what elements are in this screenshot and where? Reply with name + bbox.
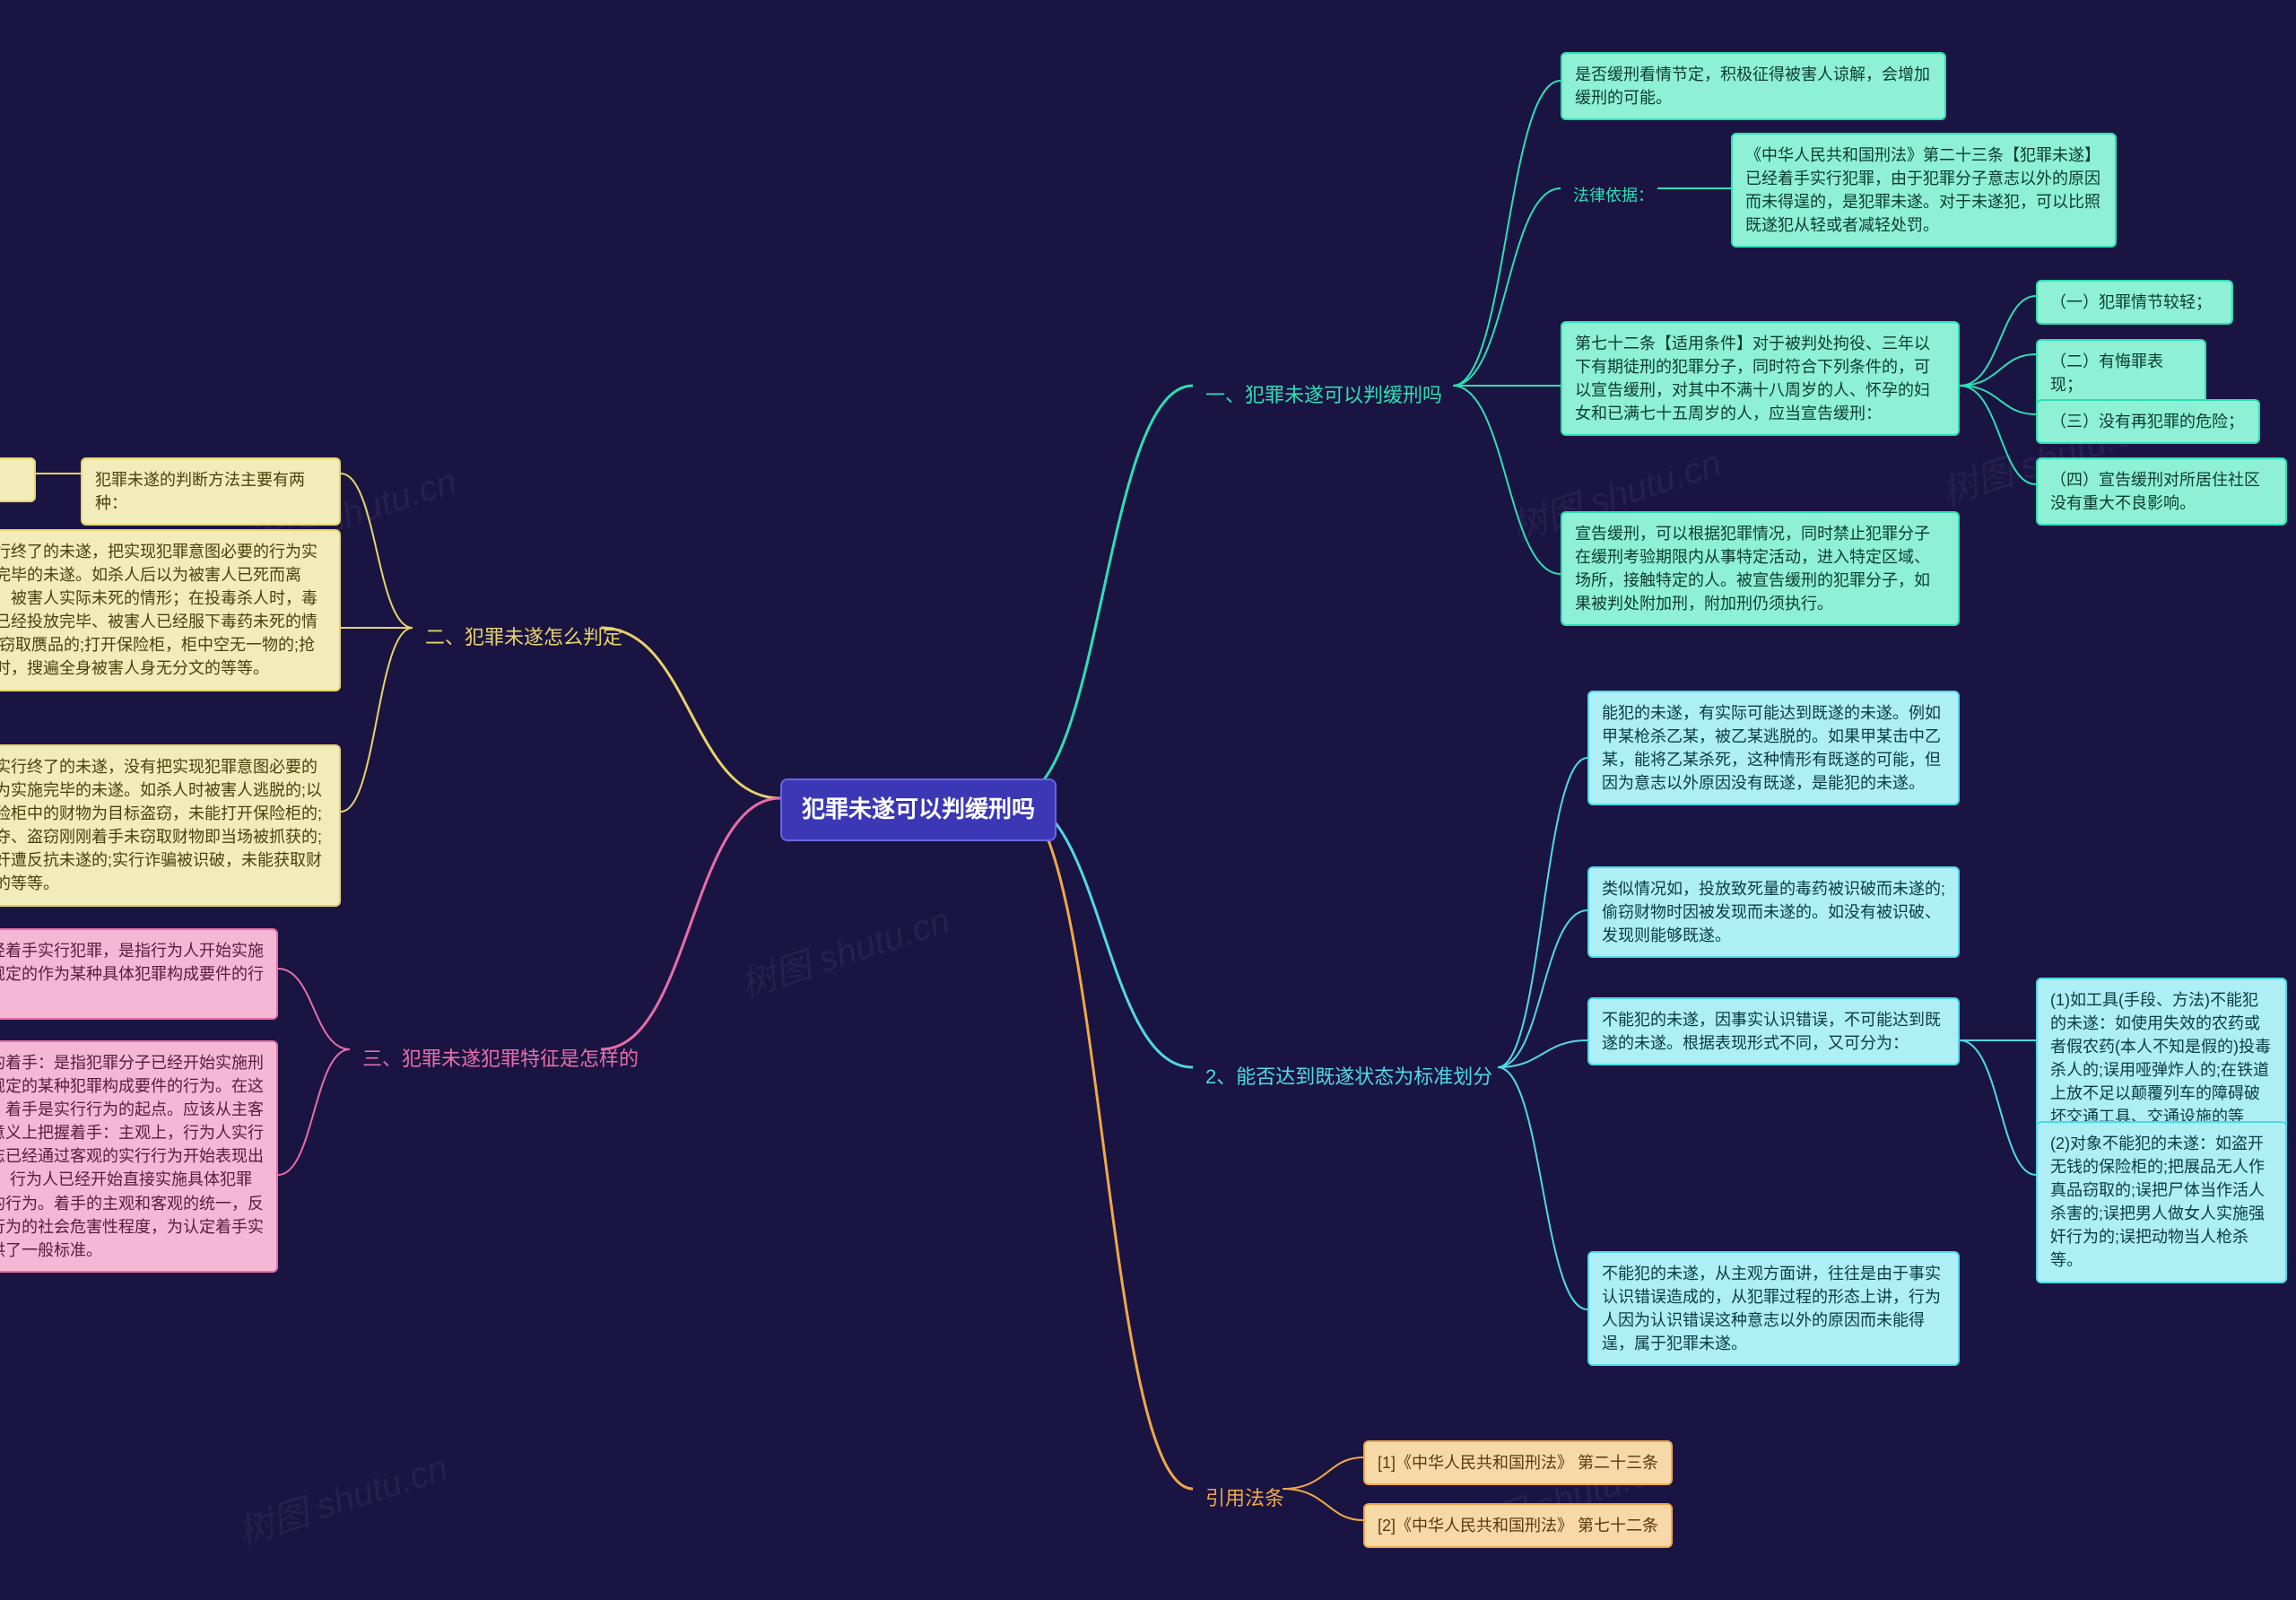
left-s2-c2-text: 实行行为的着手：是指犯罪分子已经开始实施刑法分则所规定的某种犯罪构成要件的行为。… xyxy=(0,1054,264,1259)
left-s1-c1-label-text: 犯罪未遂的判断方法主要有两种： xyxy=(95,471,305,512)
root-label: 犯罪未遂可以判缓刑吗 xyxy=(802,796,1035,822)
s1-c4[interactable]: 宣告缓刑，可以根据犯罪情况，同时禁止犯罪分子在缓刑考验期限内从事特定活动，进入特… xyxy=(1561,511,1960,626)
s2-c4[interactable]: 不能犯的未遂，从主观方面讲，往往是由于事实认识错误造成的，从犯罪过程的形态上讲，… xyxy=(1587,1251,1960,1366)
left-s2-title-text: 三、犯罪未遂犯罪特征是怎样的 xyxy=(362,1048,639,1070)
section2-title[interactable]: 2、能否达到既遂状态为标准划分 xyxy=(1193,1054,1505,1100)
s1-c2-text-inner: 《中华人民共和国刑法》第二十三条【犯罪未遂】已经着手实行犯罪，由于犯罪分子意志以… xyxy=(1745,146,2100,234)
left-s1-title-text: 二、犯罪未遂怎么判定 xyxy=(425,626,622,648)
left-s1-c1-1[interactable]: 1、是否实行终了为标准划分 xyxy=(0,457,36,502)
s1-c3-1-text: （一）犯罪情节较轻； xyxy=(2050,293,2212,311)
s2-c1-text: 能犯的未遂，有实际可能达到既遂的未遂。例如甲某枪杀乙某，被乙某逃脱的。如果甲某击… xyxy=(1602,704,1941,792)
watermark: 树图 shutu.cn xyxy=(230,1439,453,1555)
section2-title-text: 2、能否达到既遂状态为标准划分 xyxy=(1205,1065,1492,1088)
section3-title[interactable]: 引用法条 xyxy=(1193,1475,1297,1522)
s1-c1[interactable]: 是否缓刑看情节定，积极征得被害人谅解，会增加缓刑的可能。 xyxy=(1561,52,1946,120)
left-s1-c3[interactable]: 未实行终了的未遂，没有把实现犯罪意图必要的行为实施完毕的未遂。如杀人时被害人逃脱… xyxy=(0,744,341,907)
s1-c3-4-text: （四）宣告缓刑对所居住社区没有重大不良影响。 xyxy=(2050,471,2260,512)
s1-c3-2[interactable]: （二）有悔罪表现； xyxy=(2036,339,2206,407)
s1-c3-3-text: （三）没有再犯罪的危险； xyxy=(2050,413,2244,430)
s3-c2[interactable]: [2]《中华人民共和国刑法》 第七十二条 xyxy=(1363,1503,1673,1548)
left-s1-c3-text: 未实行终了的未遂，没有把实现犯罪意图必要的行为实施完毕的未遂。如杀人时被害人逃脱… xyxy=(0,758,322,892)
s1-c3-3[interactable]: （三）没有再犯罪的危险； xyxy=(2036,399,2260,444)
left-s1-title[interactable]: 二、犯罪未遂怎么判定 xyxy=(413,614,635,661)
left-s2-c1[interactable]: 行为人已经着手实行犯罪，是指行为人开始实施刑法分则规定的作为某种具体犯罪构成要件… xyxy=(0,928,278,1020)
s1-c3-4[interactable]: （四）宣告缓刑对所居住社区没有重大不良影响。 xyxy=(2036,457,2287,526)
left-s1-c2-text: 实行终了的未遂，把实现犯罪意图必要的行为实施完毕的未遂。如杀人后以为被害人已死而… xyxy=(0,543,317,677)
s2-c1[interactable]: 能犯的未遂，有实际可能达到既遂的未遂。例如甲某枪杀乙某，被乙某逃脱的。如果甲某击… xyxy=(1587,691,1960,805)
s1-c1-text: 是否缓刑看情节定，积极征得被害人谅解，会增加缓刑的可能。 xyxy=(1575,65,1930,107)
section1-title[interactable]: 一、犯罪未遂可以判缓刑吗 xyxy=(1193,372,1455,419)
s2-c3-2[interactable]: (2)对象不能犯的未遂：如盗开无钱的保险柜的;把展品无人作真品窃取的;误把尸体当… xyxy=(2036,1121,2287,1283)
s2-c3-text: 不能犯的未遂，因事实认识错误，不可能达到既遂的未遂。根据表现形式不同，又可分为： xyxy=(1602,1011,1941,1052)
s2-c3[interactable]: 不能犯的未遂，因事实认识错误，不可能达到既遂的未遂。根据表现形式不同，又可分为： xyxy=(1587,997,1960,1065)
s3-c1-text: [1]《中华人民共和国刑法》 第二十三条 xyxy=(1378,1454,1658,1472)
s2-c2-text: 类似情况如，投放致死量的毒药被识破而未遂的;偷窃财物时因被发现而未遂的。如没有被… xyxy=(1602,880,1945,944)
left-s2-title[interactable]: 三、犯罪未遂犯罪特征是怎样的 xyxy=(350,1036,651,1083)
s1-c3-1[interactable]: （一）犯罪情节较轻； xyxy=(2036,280,2233,325)
section1-title-text: 一、犯罪未遂可以判缓刑吗 xyxy=(1205,384,1442,406)
s2-c2[interactable]: 类似情况如，投放致死量的毒药被识破而未遂的;偷窃财物时因被发现而未遂的。如没有被… xyxy=(1587,866,1960,958)
s3-c1[interactable]: [1]《中华人民共和国刑法》 第二十三条 xyxy=(1363,1440,1673,1485)
s2-c3-2-text: (2)对象不能犯的未遂：如盗开无钱的保险柜的;把展品无人作真品窃取的;误把尸体当… xyxy=(2050,1135,2265,1269)
s2-c4-text: 不能犯的未遂，从主观方面讲，往往是由于事实认识错误造成的，从犯罪过程的形态上讲，… xyxy=(1602,1265,1941,1352)
left-s1-c2[interactable]: 实行终了的未遂，把实现犯罪意图必要的行为实施完毕的未遂。如杀人后以为被害人已死而… xyxy=(0,529,341,691)
s1-c3-text: 第七十二条【适用条件】对于被判处拘役、三年以下有期徒刑的犯罪分子，同时符合下列条… xyxy=(1575,335,1930,422)
s1-c4-text: 宣告缓刑，可以根据犯罪情况，同时禁止犯罪分子在缓刑考验期限内从事特定活动，进入特… xyxy=(1575,525,1930,613)
left-s1-c1-label[interactable]: 犯罪未遂的判断方法主要有两种： xyxy=(81,457,341,526)
left-s2-c1-text: 行为人已经着手实行犯罪，是指行为人开始实施刑法分则规定的作为某种具体犯罪构成要件… xyxy=(0,942,264,1006)
watermark: 树图 shutu.cn xyxy=(733,891,955,1008)
s1-c2-label-text: 法律依据： xyxy=(1573,187,1654,204)
s3-c2-text: [2]《中华人民共和国刑法》 第七十二条 xyxy=(1378,1517,1658,1535)
section3-title-text: 引用法条 xyxy=(1205,1487,1284,1509)
s1-c3-2-text: （二）有悔罪表现； xyxy=(2050,352,2163,394)
left-s2-c2[interactable]: 实行行为的着手：是指犯罪分子已经开始实施刑法分则所规定的某种犯罪构成要件的行为。… xyxy=(0,1040,278,1273)
s1-c3[interactable]: 第七十二条【适用条件】对于被判处拘役、三年以下有期徒刑的犯罪分子，同时符合下列条… xyxy=(1561,321,1960,436)
s1-c2-text[interactable]: 《中华人民共和国刑法》第二十三条【犯罪未遂】已经着手实行犯罪，由于犯罪分子意志以… xyxy=(1731,133,2117,248)
s1-c2-label[interactable]: 法律依据： xyxy=(1561,175,1666,216)
root-node[interactable]: 犯罪未遂可以判缓刑吗 xyxy=(780,778,1057,841)
